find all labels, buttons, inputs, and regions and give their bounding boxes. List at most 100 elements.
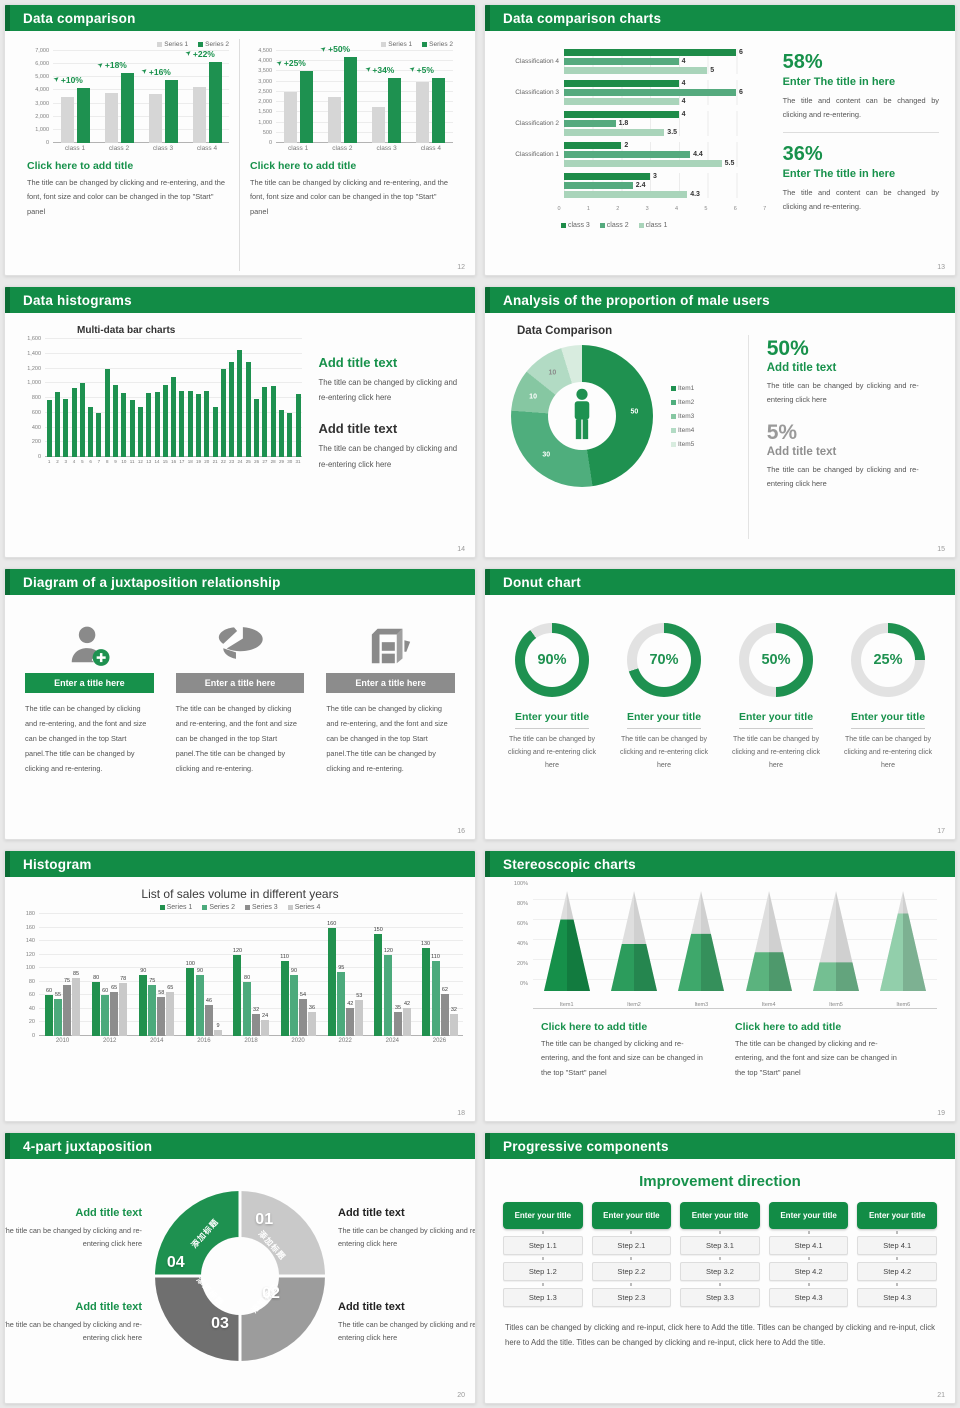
donut-progress-card: 50% Enter your title The title can be chan… [727, 623, 825, 780]
slide-20-four-part-juxtaposition[interactable]: 4-part juxtaposition 01 添加标题 02 添加标题 03 添加标题 0… [4, 1132, 476, 1404]
bar-group [186, 339, 194, 457]
cone-shape [610, 891, 657, 991]
block-body: The title can be changed by clicking and… [735, 1039, 897, 1077]
legend-item: Item2 [671, 399, 694, 406]
hbar-group: 3 2.4 4.3 [497, 173, 765, 198]
legend-label: Series 2 [209, 904, 235, 911]
bar-value-label: 5 [710, 67, 715, 74]
bar [220, 368, 226, 457]
bar [179, 391, 185, 457]
x-tick-label: class 3 [152, 145, 174, 152]
bar [564, 120, 616, 127]
cone-item: Item6 [870, 889, 937, 1008]
person-add-icon [25, 619, 154, 673]
slide-14-data-histograms[interactable]: Data histograms Multi-data bar charts 0 2… [4, 286, 476, 558]
bar [148, 94, 162, 143]
slide-15-male-users-proportion[interactable]: Analysis of the proportion of male users… [484, 286, 956, 558]
bar-value-label: 32 [253, 1007, 260, 1014]
feature-column: Enter a title here The title can be chan… [25, 619, 154, 784]
x-tick-label: 11 [129, 459, 135, 464]
step-box: Step 4.1 [768, 1236, 849, 1255]
legend-swatch [599, 223, 605, 228]
bar-chart: 0 500 1,000 1,500 2,000 2,500 3,000 3,500 4,000 4… [250, 44, 453, 152]
bar [63, 985, 72, 1036]
slide-body: 0% 20% 40% 60% 80% 100% Item1 Item2 Item3 Item4 It… [485, 877, 955, 1119]
bar [564, 191, 688, 198]
cone-item: Item4 [735, 889, 802, 1008]
y-tick-label: 20 [28, 1019, 35, 1026]
growth-callout: ➤ +18% [96, 60, 127, 71]
bar [440, 993, 449, 1036]
connector-dot [718, 1231, 721, 1234]
y-tick-label: 0% [520, 981, 528, 987]
plot-area: ➤ +25% ➤ +50% ➤ +34% ➤ +5% [275, 44, 453, 143]
x-tick-label: 19 [195, 459, 201, 464]
x-tick-label: 0 [557, 206, 561, 212]
cone-item: Item2 [600, 889, 667, 1008]
bar [564, 67, 708, 74]
growth-callout: ➤ +34% [364, 65, 394, 75]
bar-value-label: 6 [738, 89, 743, 96]
gridline [533, 959, 937, 960]
slide-title: Stereoscopic charts [503, 856, 636, 872]
divider [747, 335, 749, 539]
block-body: The title can be changed by clicking and… [4, 1320, 142, 1343]
x-tick-label: 27 [262, 459, 268, 464]
stat-body: The title can be changed by clicking and… [766, 381, 919, 405]
growth-percent: +18% [104, 60, 127, 71]
chart-legend: Series 1 Series 2 [250, 41, 453, 48]
segment-number: 03 [211, 1315, 229, 1333]
segment-number: 02 [262, 1284, 280, 1302]
gridline [276, 121, 453, 123]
x-tick-label: 4 [674, 206, 678, 212]
progress-ring-value: 70% [637, 633, 691, 687]
y-tick-label: 800 [31, 395, 41, 401]
slide-16-juxtaposition-diagram[interactable]: Diagram of a juxtaposition relationship … [4, 568, 476, 840]
block-body: The title can be changed by clicking and… [27, 178, 226, 216]
slide-12-data-comparison[interactable]: Data comparison Series 1 Series 2 0 1,000 2… [4, 4, 476, 276]
y-axis: 0% 20% 40% 60% 80% 100% [503, 881, 533, 995]
legend-item: Series 2 [422, 41, 453, 48]
block-body: The title can be changed by clicking and… [338, 1320, 476, 1343]
x-tick-label: 24 [237, 459, 243, 464]
gridline [276, 111, 453, 113]
x-tick-label: class 2 [332, 145, 353, 152]
slide-13-data-comparison-charts[interactable]: Data comparison charts Classification 4 6… [484, 4, 956, 276]
y-tick-label: 40% [516, 941, 528, 947]
step-box: Step 2.1 [591, 1236, 672, 1255]
legend-item: Series 2 [202, 904, 235, 911]
bar [233, 954, 242, 1036]
x-tick-label: 21 [212, 459, 218, 464]
x-tick-label: 2 [616, 206, 620, 212]
bar [243, 981, 252, 1036]
legend-swatch [671, 441, 676, 447]
slide-18-histogram[interactable]: Histogram List of sales volume in differ… [4, 850, 476, 1122]
bar [76, 87, 90, 143]
growth-percent: +25% [283, 58, 306, 69]
x-tick-label: Item5 [829, 1002, 843, 1008]
bar-group [161, 339, 169, 457]
x-tick-label: 2014 [150, 1038, 164, 1044]
bar [564, 49, 736, 56]
gridline [533, 939, 937, 940]
step-column: Enter your title Step 1.1 Step 1.2 Step 1.3 [503, 1202, 583, 1307]
legend-swatch [671, 413, 676, 419]
x-tick-label: class 4 [196, 145, 218, 152]
bar [372, 107, 386, 143]
step-box: Step 3.2 [680, 1262, 760, 1281]
horizontal-bar-chart: Classification 4 6 4 5 Classification 3 4 6 4 Cl… [497, 49, 766, 214]
slide-title-bar: Diagram of a juxtaposition relationship [5, 569, 475, 595]
x-tick-label: Item2 [627, 1002, 641, 1008]
growth-callout: ➤ +25% [275, 58, 306, 69]
step-box: Step 4.3 [768, 1288, 849, 1307]
slide-17-donut-chart[interactable]: Donut chart 90% Enter your title The title… [484, 568, 956, 840]
slide-21-progressive-components[interactable]: Progressive components Improvement direc… [484, 1132, 956, 1404]
bar [254, 398, 260, 457]
step-column: Enter your title Step 2.1 Step 2.2 Step 2.3 [591, 1202, 672, 1307]
slide-title-bar: Data comparison charts [485, 5, 955, 31]
legend-item: Item4 [671, 427, 694, 434]
x-tick-label: 1 [586, 206, 590, 212]
bar-group [120, 339, 128, 457]
bar-value-label: 54 [299, 992, 307, 999]
slide-19-stereoscopic-charts[interactable]: Stereoscopic charts 0% 20% 40% 60% 80% 100% It… [484, 850, 956, 1122]
